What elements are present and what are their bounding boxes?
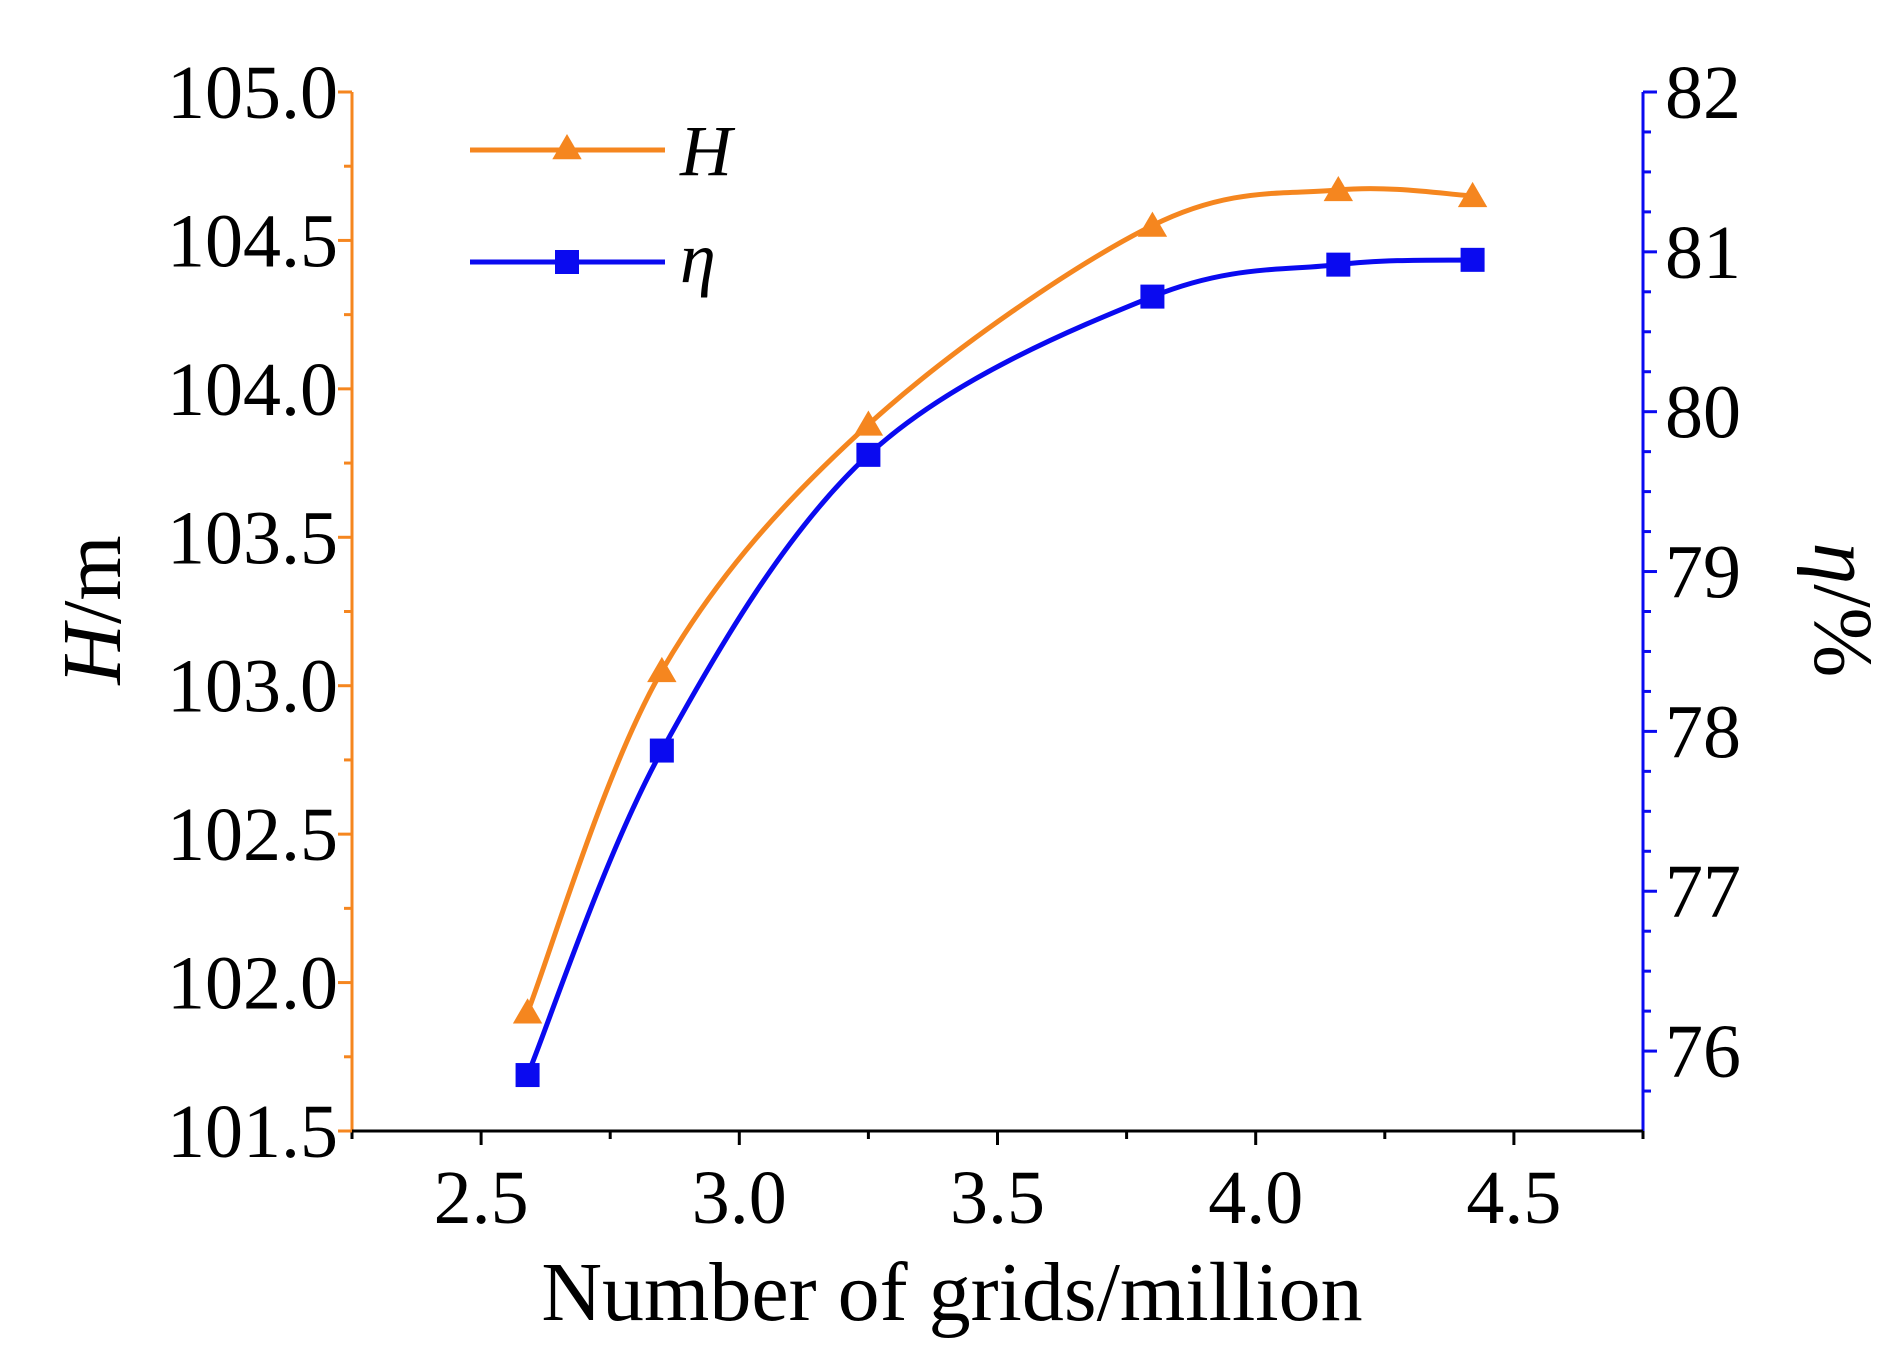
left-y-axis-unit: /m — [46, 535, 139, 624]
x-ticks: 2.5 3.0 3.5 4.0 4.5 — [350, 1131, 1645, 1240]
x-tick-label: 2.5 — [434, 1156, 529, 1240]
x-tick-label: 4.5 — [1466, 1156, 1561, 1240]
data-point-h — [1137, 211, 1168, 237]
left-y-tick-label: 103.0 — [167, 645, 338, 729]
left-y-tick-label: 101.5 — [167, 1090, 338, 1174]
data-point-eta — [1326, 252, 1351, 277]
left-y-tick-label: 104.5 — [167, 199, 338, 283]
x-tick-label: 3.5 — [950, 1156, 1045, 1240]
data-point-eta — [649, 738, 674, 763]
data-point-eta — [856, 442, 881, 467]
data-point-h — [512, 998, 543, 1024]
left-y-ticks: 101.5 102.0 102.5 103.0 103.5 104.0 104.5 105.0 — [167, 51, 352, 1174]
data-point-eta — [515, 1063, 540, 1088]
legend-square-marker — [555, 250, 579, 274]
left-y-tick-label: 102.0 — [167, 942, 338, 1026]
x-tick-label: 4.0 — [1208, 1156, 1303, 1240]
left-y-tick-label: 105.0 — [167, 51, 338, 135]
right-y-tick-label: 80 — [1665, 371, 1741, 455]
right-y-axis-title: η/% — [1796, 543, 1889, 678]
legend-entry-h: H — [470, 111, 736, 191]
series-line-h — [525, 186, 1473, 1014]
legend-label-h: H — [679, 111, 736, 191]
data-point-h — [647, 656, 677, 683]
data-point-h — [1457, 181, 1488, 208]
right-y-axis-symbol: η — [1796, 543, 1889, 585]
left-y-tick-label: 102.5 — [167, 793, 338, 877]
right-y-tick-label: 79 — [1665, 531, 1741, 615]
right-y-tick-label: 78 — [1665, 690, 1741, 774]
left-y-axis-title: H/m — [46, 535, 139, 685]
right-y-tick-label: 81 — [1665, 211, 1741, 295]
right-y-tick-label: 77 — [1665, 850, 1741, 934]
legend-entry-eta: η — [470, 218, 716, 298]
legend-label-eta: η — [680, 218, 716, 298]
data-point-h — [853, 410, 884, 436]
legend-triangle-marker — [552, 134, 582, 160]
data-point-eta — [1460, 247, 1485, 272]
right-y-tick-label: 82 — [1665, 51, 1741, 135]
data-point-eta — [1140, 284, 1165, 309]
right-y-axis-unit: /% — [1796, 584, 1889, 677]
left-y-tick-label: 104.0 — [167, 348, 338, 432]
data-point-h — [1323, 175, 1354, 202]
x-tick-label: 3.0 — [692, 1156, 787, 1240]
left-y-axis-symbol: H — [46, 620, 139, 686]
series-layer — [512, 175, 1488, 1088]
x-axis-title: Number of grids/million — [541, 1246, 1362, 1339]
axes — [350, 92, 1645, 1133]
right-y-tick-label: 76 — [1665, 1010, 1741, 1094]
right-y-ticks: 76 77 78 79 80 81 82 — [1643, 51, 1741, 1094]
legend: H η — [470, 111, 736, 298]
left-y-tick-label: 103.5 — [167, 496, 338, 580]
series-line-eta — [525, 257, 1473, 1077]
